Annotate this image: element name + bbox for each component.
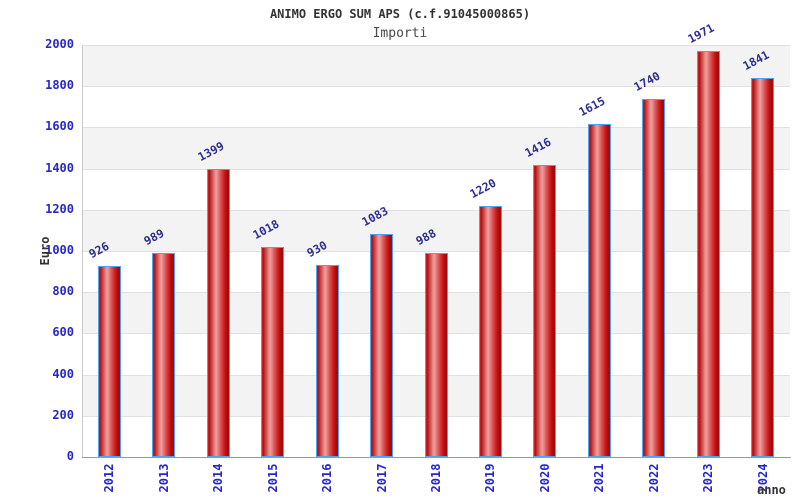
- background-band: [82, 45, 790, 87]
- y-tick-label-1200: 1200: [45, 201, 74, 216]
- x-axis-line: [82, 457, 791, 458]
- background-band: [82, 168, 790, 210]
- bar-2014: [207, 169, 230, 457]
- y-tick-label-2000: 2000: [45, 37, 74, 51]
- bar-2015: [261, 247, 284, 457]
- y-tick-label-1400: 1400: [45, 160, 74, 175]
- bar-2013: [152, 253, 175, 457]
- y-axis-title: Euro: [38, 236, 52, 266]
- bar-2023: [697, 51, 720, 457]
- bar-2017: [370, 234, 393, 457]
- y-tick-label-1000: 1000: [45, 243, 74, 257]
- x-tick-label-2014: 2014: [211, 463, 225, 493]
- x-tick-label-2021: 2021: [592, 463, 606, 493]
- bar-2020: [533, 165, 556, 457]
- y-tick-label-400: 400: [52, 366, 74, 381]
- x-tick-label-2013: 2013: [157, 463, 171, 493]
- x-tick-label-2019: 2019: [483, 463, 497, 493]
- y-tick-label-1600: 1600: [45, 119, 74, 134]
- x-tick-label-2016: 2016: [320, 463, 334, 493]
- x-tick-label-2015: 2015: [266, 463, 280, 493]
- y-tick-label-1800: 1800: [45, 78, 74, 93]
- chart-subtitle: Importi: [372, 26, 428, 41]
- x-tick-label-2022: 2022: [647, 463, 661, 493]
- x-tick-label-2020: 2020: [538, 463, 552, 493]
- y-tick-label-0: 0: [66, 449, 74, 463]
- bar-2018: [425, 253, 448, 457]
- y-tick-label-600: 600: [52, 325, 74, 340]
- x-axis-title: anno: [757, 483, 786, 497]
- y-tick-label-800: 800: [52, 284, 74, 299]
- background-band: [82, 86, 790, 128]
- bar-2024: [751, 78, 774, 457]
- x-tick-label-2018: 2018: [429, 463, 443, 493]
- x-tick-label-2017: 2017: [375, 463, 389, 493]
- x-tick-label-2023: 2023: [701, 463, 715, 493]
- y-axis-line: [82, 45, 83, 458]
- bar-2021: [588, 124, 611, 457]
- y-tick-label-200: 200: [52, 407, 74, 422]
- x-tick-label-2012: 2012: [102, 463, 116, 493]
- background-band: [82, 127, 790, 169]
- bar-2019: [479, 206, 502, 457]
- bar-2022: [642, 99, 665, 457]
- background-band: [82, 209, 790, 251]
- bar-2012: [98, 266, 121, 457]
- chart-title: ANIMO ERGO SUM APS (c.f.91045000865): [269, 7, 531, 21]
- bar-2016: [316, 265, 339, 457]
